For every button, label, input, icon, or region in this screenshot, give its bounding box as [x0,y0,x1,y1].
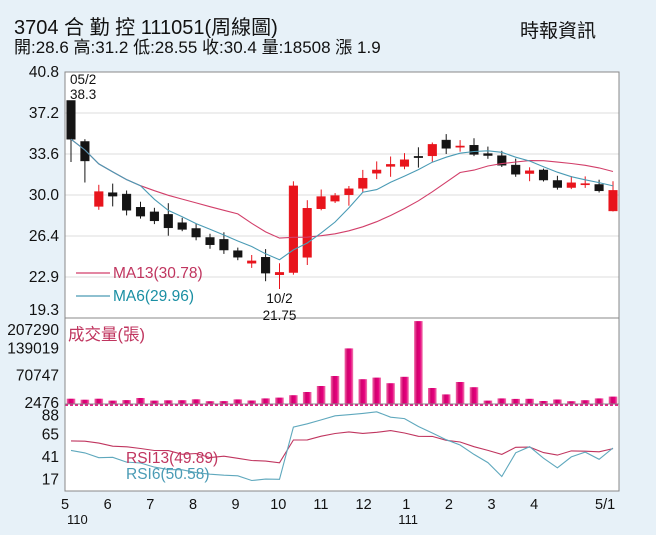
svg-text:RSI13(49.89): RSI13(49.89) [126,450,218,467]
svg-text:開:28.6 高:31.2 低:28.55 收:30.4 量: 開:28.6 高:31.2 低:28.55 收:30.4 量:18508 漲 1… [14,38,381,57]
svg-text:88: 88 [42,408,59,425]
svg-text:207290: 207290 [7,322,59,339]
svg-text:17: 17 [42,472,59,489]
svg-text:111: 111 [398,512,418,527]
svg-text:40.8: 40.8 [29,64,59,81]
svg-text:10/2: 10/2 [266,291,292,306]
svg-text:10: 10 [270,497,286,513]
svg-text:9: 9 [232,497,240,513]
svg-text:70747: 70747 [16,368,59,385]
svg-text:26.4: 26.4 [29,228,60,245]
svg-text:時報資訊: 時報資訊 [520,20,596,42]
svg-text:8: 8 [189,497,197,513]
svg-text:1: 1 [402,497,410,513]
svg-text:2: 2 [445,497,453,513]
svg-text:4: 4 [530,497,538,513]
svg-text:6: 6 [104,497,112,513]
svg-text:37.2: 37.2 [29,105,59,122]
svg-text:65: 65 [42,426,59,443]
svg-text:38.3: 38.3 [70,87,96,102]
svg-text:5/1: 5/1 [595,497,615,513]
svg-text:7: 7 [146,497,154,513]
svg-text:19.3: 19.3 [29,302,59,319]
svg-text:MA6(29.96): MA6(29.96) [113,288,194,305]
svg-text:11: 11 [313,497,328,513]
svg-text:RSI6(50.58): RSI6(50.58) [126,466,210,483]
svg-text:41: 41 [42,449,59,466]
svg-text:MA13(30.78): MA13(30.78) [113,265,203,282]
svg-text:5: 5 [61,497,69,513]
svg-text:05/2: 05/2 [70,72,96,87]
svg-text:33.6: 33.6 [29,146,59,163]
svg-text:21.75: 21.75 [263,308,297,323]
svg-text:22.9: 22.9 [29,269,59,286]
svg-text:成交量(張): 成交量(張) [68,325,145,344]
svg-text:30.0: 30.0 [29,187,60,204]
svg-text:3704 合 勤 控 111051(周線圖): 3704 合 勤 控 111051(周線圖) [14,16,278,39]
svg-text:139019: 139019 [7,340,59,357]
svg-text:3: 3 [488,497,496,513]
svg-text:12: 12 [356,497,372,513]
svg-text:110: 110 [67,512,88,527]
